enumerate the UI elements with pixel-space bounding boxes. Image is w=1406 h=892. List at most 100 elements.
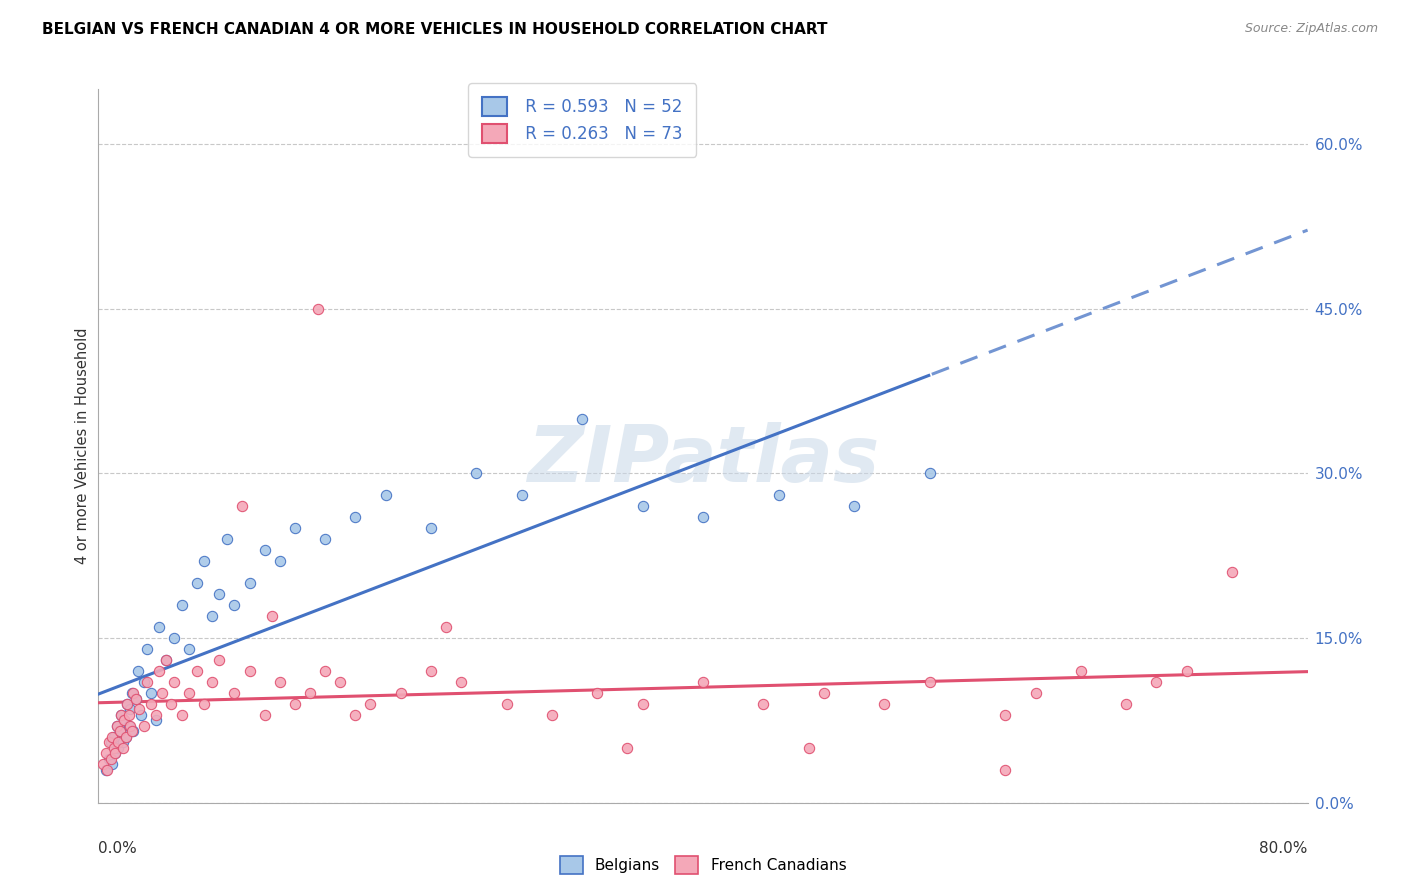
Point — [170, 598, 193, 612]
Point — [115, 697, 138, 711]
Point — [224, 686, 246, 700]
Point — [586, 686, 609, 700]
Point — [253, 708, 276, 723]
Point — [101, 757, 124, 772]
Point — [121, 724, 143, 739]
Point — [186, 576, 208, 591]
Point — [631, 697, 654, 711]
Point — [163, 631, 186, 645]
Point — [114, 730, 136, 744]
Point — [118, 719, 141, 733]
Point — [160, 697, 183, 711]
Point — [510, 488, 533, 502]
Point — [108, 724, 131, 739]
Point — [389, 686, 412, 700]
Point — [145, 708, 167, 723]
Point — [344, 510, 367, 524]
Point — [132, 719, 155, 733]
Point — [150, 686, 173, 700]
Point — [918, 675, 941, 690]
Point — [141, 686, 163, 700]
Point — [114, 730, 136, 744]
Text: 0.0%: 0.0% — [98, 841, 138, 856]
Point — [115, 697, 138, 711]
Point — [208, 587, 231, 601]
Point — [110, 708, 132, 723]
Point — [873, 697, 896, 711]
Point — [813, 686, 835, 700]
Point — [314, 664, 336, 678]
Point — [239, 576, 262, 591]
Point — [231, 500, 253, 514]
Point — [103, 730, 125, 744]
Point — [112, 714, 135, 728]
Point — [284, 521, 307, 535]
Point — [201, 675, 224, 690]
Point — [104, 747, 127, 761]
Point — [314, 533, 336, 547]
Point — [420, 664, 443, 678]
Point — [253, 543, 276, 558]
Point — [122, 686, 145, 700]
Point — [692, 675, 714, 690]
Point — [918, 467, 941, 481]
Point — [495, 697, 517, 711]
Point — [994, 708, 1017, 723]
Y-axis label: 4 or more Vehicles in Household: 4 or more Vehicles in Household — [75, 327, 90, 565]
Point — [193, 554, 215, 568]
Point — [1175, 664, 1198, 678]
Point — [108, 724, 131, 739]
Point — [100, 752, 122, 766]
Point — [104, 747, 127, 761]
Text: ZIPatlas: ZIPatlas — [527, 422, 879, 499]
Point — [752, 697, 775, 711]
Point — [269, 675, 291, 690]
Point — [616, 740, 638, 755]
Point — [186, 664, 208, 678]
Point — [135, 675, 157, 690]
Point — [132, 675, 155, 690]
Point — [179, 686, 201, 700]
Point — [121, 686, 143, 700]
Point — [224, 598, 246, 612]
Point — [434, 620, 457, 634]
Point — [541, 708, 564, 723]
Point — [120, 719, 142, 733]
Point — [105, 719, 128, 733]
Point — [571, 411, 593, 425]
Point — [239, 664, 262, 678]
Point — [122, 724, 145, 739]
Point — [135, 642, 157, 657]
Point — [768, 488, 790, 502]
Point — [155, 653, 177, 667]
Point — [100, 735, 122, 749]
Point — [163, 675, 186, 690]
Point — [98, 735, 121, 749]
Point — [103, 740, 125, 755]
Point — [994, 763, 1017, 777]
Point — [148, 620, 170, 634]
Point — [170, 708, 193, 723]
Point — [465, 467, 488, 481]
Point — [129, 708, 152, 723]
Legend: Belgians, French Canadians: Belgians, French Canadians — [554, 850, 852, 880]
Point — [631, 500, 654, 514]
Point — [127, 664, 149, 678]
Point — [107, 740, 129, 755]
Point — [120, 702, 142, 716]
Point — [112, 714, 135, 728]
Point — [692, 510, 714, 524]
Point — [179, 642, 201, 657]
Text: BELGIAN VS FRENCH CANADIAN 4 OR MORE VEHICLES IN HOUSEHOLD CORRELATION CHART: BELGIAN VS FRENCH CANADIAN 4 OR MORE VEH… — [42, 22, 828, 37]
Point — [1146, 675, 1168, 690]
Point — [118, 708, 141, 723]
Point — [1070, 664, 1092, 678]
Point — [98, 752, 121, 766]
Point — [145, 714, 167, 728]
Point — [344, 708, 367, 723]
Point — [193, 697, 215, 711]
Point — [110, 708, 132, 723]
Point — [215, 533, 238, 547]
Point — [107, 735, 129, 749]
Point — [269, 554, 291, 568]
